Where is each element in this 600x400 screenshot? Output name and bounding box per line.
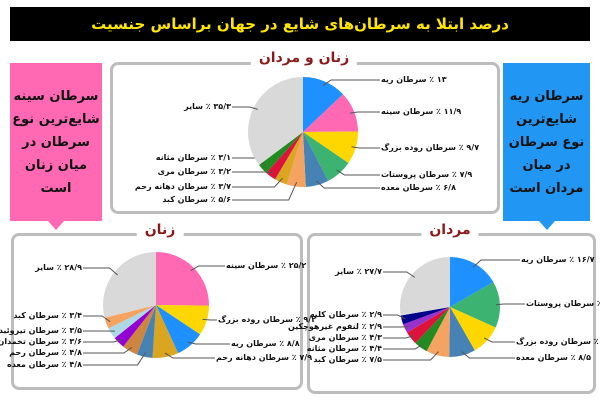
slice-label: ۴/۳ ٪ سرطان مری (308, 333, 382, 343)
women-callout: سرطان سینه شایع‌ترین نوع سرطان در میان ز… (10, 63, 102, 230)
slice-label: ۴/۴ ٪ سرطان مثانه (306, 344, 382, 354)
leader-line (383, 343, 424, 350)
pie-slice (399, 257, 450, 316)
pie-slice (303, 131, 358, 164)
slice-label: ۱۳ ٪ سرطان ریه (381, 75, 447, 85)
pie-slice (108, 305, 156, 339)
pie-slice (156, 252, 209, 306)
leader-line (232, 106, 258, 110)
pie-slice (303, 132, 329, 187)
chart-title-women: زنان (136, 222, 184, 238)
slice-label: ۲۸/۹ ٪ سایر (35, 263, 82, 273)
slice-label: ۳/۶ ٪ سرطان تخمدان (0, 337, 82, 347)
pie-slice (156, 305, 209, 335)
leader-line (461, 351, 515, 359)
leader-line (383, 351, 439, 361)
pie-slice (303, 77, 344, 132)
pie-slice (152, 305, 179, 358)
slice-label: ۹/۲ ٪ سرطان روده بزرگ (218, 315, 317, 325)
slice-label: ۵/۶ ٪ سرطان کبد (162, 195, 231, 205)
slice-label: ۳/۷ ٪ سرطان دهانه رحم (134, 182, 231, 192)
slice-label: ۷/۹ ٪ سرطان پروستات (381, 170, 473, 180)
leader-line (164, 352, 215, 359)
infographic-title: درصد ابتلا به سرطان‌های شایع در جهان برا… (10, 7, 590, 41)
pie-slice (303, 132, 349, 181)
chart-title-men: مردان (421, 222, 479, 238)
pie-slice (102, 252, 156, 318)
leader-line (495, 303, 525, 306)
slice-label: ۸/۸ ٪ سرطان ریه (231, 339, 300, 349)
leader-line (322, 79, 380, 86)
pie-slice (426, 307, 450, 357)
pie-slice (449, 307, 475, 357)
pie-slice (403, 307, 450, 333)
leader-line (232, 171, 274, 174)
slice-label: ۲۵/۲ ٪ سرطان سینه (226, 261, 307, 271)
leader-line (383, 335, 415, 339)
slice-label: ۱۱/۹ ٪ سرطان سینه (381, 107, 462, 117)
slice-label: ۲/۹ ٪ سرطان کلیه (309, 310, 382, 320)
leader-line (383, 271, 416, 278)
leader-line (472, 259, 520, 268)
pie-slice (400, 307, 450, 325)
slice-label: ۹/۷ ٪ سرطان روده بزرگ (381, 143, 480, 153)
chart-title-all: زنان و مردان (250, 50, 358, 66)
pie-slice (123, 305, 156, 355)
pie-slice (156, 305, 201, 354)
slice-label: ۴/۸ ٪ سرطان رحم (9, 348, 82, 358)
men-callout: سرطان ریه شایع‌ترین نوع سرطان در میان مر… (503, 63, 590, 230)
leader-line (83, 339, 122, 343)
leader-line (232, 181, 298, 201)
slice-label: ۳/۱ ٪ سرطان مثانه (155, 153, 231, 163)
leader-line (202, 318, 217, 321)
pie-slice (114, 305, 156, 347)
slice-label: ۳/۲ ٪ سرطان مری (157, 167, 231, 177)
slice-label: ۳/۴ ٪ سرطان کبد (13, 311, 82, 321)
leader-line (349, 111, 380, 114)
leader-line (315, 180, 380, 189)
slice-label: ۲۷/۷ ٪ سایر (335, 267, 382, 277)
leader-line (83, 267, 118, 276)
leader-line (383, 314, 406, 320)
leader-line (336, 169, 380, 176)
slice-label: ۱۵ ٪ سرطان پروستات (526, 299, 600, 309)
callout-arrow (48, 221, 64, 230)
pie-slice (450, 307, 496, 351)
slice-label: ۶/۸ ٪ سرطان معده (381, 183, 456, 193)
pie-slice (415, 307, 450, 352)
pie-slice (303, 94, 358, 132)
leader-line (483, 337, 515, 343)
slice-label: ۱۶/۷ ٪ سرطان ریه (521, 255, 595, 265)
slice-label: ۷/۹ ٪ سرطان دهانه رحم (216, 353, 313, 363)
pie-slice (247, 77, 303, 165)
leader-line (187, 341, 230, 345)
pie-slice (136, 305, 156, 358)
callout-arrow (538, 221, 555, 230)
slice-label: ۲/۹ ٪ لنفوم غیرهوچکین (288, 322, 382, 332)
slice-label: ۳۵/۳ ٪ سایر (184, 102, 231, 112)
leader-line (83, 315, 111, 323)
pie-slice (104, 305, 156, 329)
leader-line (190, 265, 225, 272)
leader-line (83, 352, 146, 366)
leader-line (232, 177, 283, 188)
pie-slice (258, 132, 303, 173)
pie-slice (450, 282, 500, 328)
pie-slice (286, 132, 306, 187)
pie-slice (450, 257, 494, 307)
pie-slice (407, 307, 450, 344)
pie-slice (266, 132, 303, 180)
pie-slice (275, 132, 303, 185)
men-callout-text: سرطان ریه شایع‌ترین نوع سرطان در میان مر… (508, 88, 585, 196)
slice-label: ۱۰ ٪ سرطان روده بزرگ (516, 337, 600, 347)
slice-label: ۴/۸ ٪ سرطان معده (7, 360, 82, 370)
slice-label: ۷/۵ ٪ سرطان کبد (313, 355, 382, 365)
slice-label: ۸/۵ ٪ سرطان معده (516, 353, 591, 363)
slice-label: ۳/۵ ٪ سرطان تیروئید (0, 326, 82, 336)
leader-line (351, 146, 380, 149)
women-callout-text: سرطان سینه شایع‌ترین نوع سرطان در میان ز… (12, 88, 100, 196)
leader-line (83, 346, 133, 354)
